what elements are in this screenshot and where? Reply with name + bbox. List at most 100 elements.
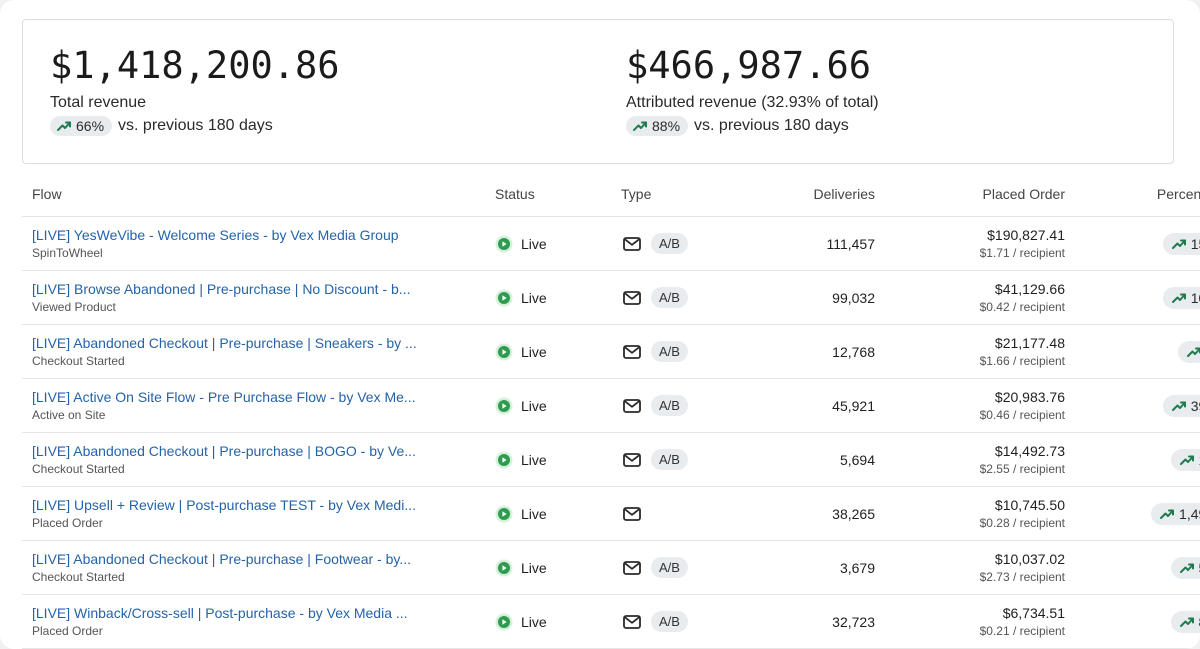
type-cell [611,486,731,541]
flow-name-link[interactable]: [LIVE] Abandoned Checkout | Pre-purchase… [32,335,417,351]
total-revenue-metric: $1,418,200.86 Total revenue 66% vs. prev… [50,44,340,136]
placed-order-cell: $10,745.50 $0.28 / recipient [885,486,1075,541]
flow-name-link[interactable]: [LIVE] Abandoned Checkout | Pre-purchase… [32,551,411,567]
type-cell: A/B [611,378,731,433]
type-indicator: A/B [621,341,721,363]
ab-test-badge: A/B [651,449,688,470]
placed-order-cell: $10,037.02 $2.73 / recipient [885,540,1075,595]
table-row[interactable]: [LIVE] Abandoned Checkout | Pre-purchase… [22,432,1200,487]
status-indicator: Live [495,397,601,415]
attributed-revenue-change-value: 88% [652,118,681,134]
trending-up-icon [633,121,647,131]
attributed-revenue-comparison: vs. previous 180 days [694,117,849,134]
trending-up-icon [57,121,71,131]
type-indicator: A/B [621,611,721,633]
percent-change-value: 53.56% [1199,560,1200,576]
header-flow[interactable]: Flow [22,172,485,217]
total-revenue-amount: $1,418,200.86 [50,44,340,87]
placed-order-amount: $190,827.41 [987,227,1065,243]
email-icon [621,233,643,255]
header-deliveries[interactable]: Deliveries [731,172,885,217]
flow-name-link[interactable]: [LIVE] Abandoned Checkout | Pre-purchase… [32,443,416,459]
ab-test-badge: A/B [651,395,688,416]
status-cell: Live [485,486,611,541]
status-label: Live [521,451,547,468]
table-row[interactable]: [LIVE] Upsell + Review | Post-purchase T… [22,486,1200,541]
type-indicator: A/B [621,233,721,255]
flow-name-link[interactable]: [LIVE] YesWeVibe - Welcome Series - by V… [32,227,399,243]
status-cell: Live [485,270,611,325]
header-status[interactable]: Status [485,172,611,217]
placed-order-per-recipient: $0.28 / recipient [979,516,1065,530]
table-row[interactable]: [LIVE] Winback/Cross-sell | Post-purchas… [22,594,1200,649]
status-indicator: Live [495,289,601,307]
trending-up-icon [1171,293,1186,303]
flow-cell: [LIVE] Abandoned Checkout | Pre-purchase… [22,324,485,379]
live-status-icon [495,289,513,306]
placed-order-amount: $21,177.48 [994,335,1065,351]
placed-order-per-recipient: $1.71 / recipient [979,246,1065,260]
status-label: Live [521,397,547,414]
table-row[interactable]: [LIVE] Abandoned Checkout | Pre-purchase… [22,324,1200,379]
status-indicator: Live [495,343,601,361]
flow-trigger-label: Placed Order [32,624,103,638]
percent-change-value: 102.86% [1190,289,1200,306]
type-cell: A/B [611,270,731,325]
total-revenue-comparison: vs. previous 180 days [118,117,273,134]
type-indicator: A/B [621,449,721,471]
table-row[interactable]: [LIVE] YesWeVibe - Welcome Series - by V… [22,216,1200,271]
header-percent-change[interactable]: Percent change [1075,172,1200,217]
percent-change-badge: 155.65% [1162,232,1200,255]
total-revenue-change-badge: 66% [50,116,113,136]
placed-order-amount: $10,745.50 [994,497,1065,513]
type-indicator: A/B [621,557,721,579]
percent-change-badge: 53.56% [1170,556,1200,579]
flow-name-link[interactable]: [LIVE] Browse Abandoned | Pre-purchase |… [32,281,411,297]
flow-name-link[interactable]: [LIVE] Winback/Cross-sell | Post-purchas… [32,605,408,621]
percent-change-value: 155.65% [1190,235,1200,252]
table-row[interactable]: [LIVE] Browse Abandoned | Pre-purchase |… [22,270,1200,325]
live-status-icon [495,613,513,630]
flow-trigger-label: Active on Site [32,408,106,422]
deliveries-cell: 5,694 [731,432,885,487]
placed-order-cell: $14,492.73 $2.55 / recipient [885,432,1075,487]
table-row[interactable]: [LIVE] Active On Site Flow - Pre Purchas… [22,378,1200,433]
live-status-icon [495,505,513,522]
email-icon [621,503,643,525]
status-indicator: Live [495,451,601,469]
live-status-icon [495,451,513,468]
status-cell: Live [485,324,611,379]
placed-order-cell: $6,734.51 $0.21 / recipient [885,594,1075,649]
table-row[interactable]: [LIVE] Abandoned Checkout | Pre-purchase… [22,540,1200,595]
percent-change-badge: 102.86% [1162,286,1200,309]
flow-name-link[interactable]: [LIVE] Upsell + Review | Post-purchase T… [32,497,417,513]
revenue-summary-card: $1,418,200.86 Total revenue 66% vs. prev… [22,19,1174,164]
deliveries-cell: 99,032 [731,270,885,325]
trending-up-icon [1187,347,1200,357]
flow-name-link[interactable]: [LIVE] Active On Site Flow - Pre Purchas… [32,389,416,405]
status-cell: Live [485,594,611,649]
status-label: Live [521,505,547,522]
percent-change-cell: 155.65% [1075,216,1200,271]
header-type[interactable]: Type [611,172,731,217]
status-indicator: Live [495,505,601,523]
attributed-revenue-amount: $466,987.66 [626,44,872,87]
status-indicator: Live [495,559,601,577]
table-header-row: Flow Status Type Deliveries Placed Order… [22,172,1200,217]
header-placed-order[interactable]: Placed Order [885,172,1075,217]
flow-trigger-label: Checkout Started [32,462,125,476]
flow-cell: [LIVE] Upsell + Review | Post-purchase T… [22,486,485,541]
status-cell: Live [485,432,611,487]
flow-trigger-label: Checkout Started [32,570,125,584]
percent-change-cell: 38.1% [1075,324,1200,379]
deliveries-cell: 45,921 [731,378,885,433]
ab-test-badge: A/B [651,341,688,362]
status-label: Live [521,289,547,306]
percent-change-badge: 394.67% [1162,394,1200,417]
type-indicator: A/B [621,395,721,417]
type-cell: A/B [611,324,731,379]
placed-order-cell: $41,129.66 $0.42 / recipient [885,270,1075,325]
total-revenue-trend: 66% vs. previous 180 days [50,116,340,136]
placed-order-amount: $10,037.02 [994,551,1065,567]
placed-order-per-recipient: $2.55 / recipient [979,462,1065,476]
